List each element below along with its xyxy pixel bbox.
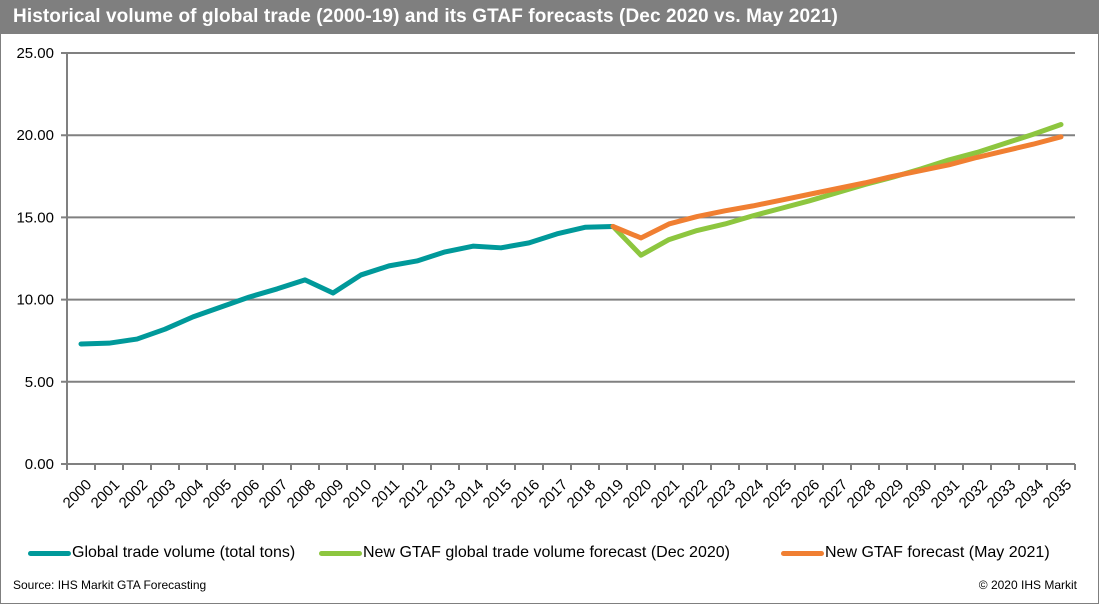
x-tick-label: 2014 bbox=[452, 476, 488, 512]
x-tick-label: 2034 bbox=[1012, 476, 1048, 512]
x-tick-label: 2004 bbox=[172, 476, 208, 512]
y-tick-label: 25.00 bbox=[16, 45, 54, 62]
series-lines bbox=[78, 122, 1064, 347]
x-tick-label: 2020 bbox=[620, 476, 656, 512]
legend-swatch-dec2020 bbox=[319, 550, 362, 556]
x-tick-label: 2022 bbox=[676, 476, 712, 512]
x-tick-label: 2030 bbox=[900, 476, 936, 512]
title-bar: Historical volume of global trade (2000-… bbox=[0, 0, 1099, 34]
legend-swatch-may2021 bbox=[781, 550, 824, 556]
x-tick-label: 2026 bbox=[788, 476, 824, 512]
y-tick-label: 10.00 bbox=[16, 292, 54, 309]
legend-item-may2021: New GTAF forecast (May 2021) bbox=[781, 544, 1050, 562]
series-line-2 bbox=[610, 134, 1064, 241]
x-tick-label: 2025 bbox=[760, 476, 796, 512]
legend-label-dec2020: New GTAF global trade volume forecast (D… bbox=[363, 544, 730, 561]
x-tick-label: 2028 bbox=[844, 476, 880, 512]
gridlines bbox=[61, 52, 1075, 465]
y-tick-label: 5.00 bbox=[25, 374, 54, 391]
x-tick-label: 2015 bbox=[480, 476, 516, 512]
line-chart: 0.00 5.00 10.00 15.00 20.00 25.00 200020012002… bbox=[16, 45, 1076, 512]
legend-label-historical: Global trade volume (total tons) bbox=[72, 544, 296, 561]
x-tick-label: 2008 bbox=[284, 476, 320, 512]
chart-title: Historical volume of global trade (2000-… bbox=[13, 6, 838, 27]
x-tick-label: 2031 bbox=[928, 476, 964, 512]
legend: Global trade volume (total tons) New GTA… bbox=[0, 544, 1099, 566]
x-tick-label: 2033 bbox=[984, 476, 1020, 512]
x-tick-label: 2005 bbox=[200, 476, 236, 512]
source-note: Source: IHS Markit GTA Forecasting bbox=[13, 578, 207, 592]
x-tick-label: 2032 bbox=[956, 476, 992, 512]
x-tick-label: 2016 bbox=[508, 476, 544, 512]
series-line-0 bbox=[78, 223, 616, 347]
legend-item-dec2020: New GTAF global trade volume forecast (D… bbox=[319, 544, 730, 562]
x-tick-label: 2006 bbox=[228, 476, 264, 512]
x-tick-label: 2007 bbox=[256, 476, 292, 512]
y-tick-label: 20.00 bbox=[16, 127, 54, 144]
x-tick-label: 2003 bbox=[144, 476, 180, 512]
x-tick-label: 2035 bbox=[1040, 476, 1076, 512]
x-tick-label: 2018 bbox=[564, 476, 600, 512]
axes: 0.00 5.00 10.00 15.00 20.00 25.00 200020012002… bbox=[16, 45, 1076, 512]
x-tick-label: 2021 bbox=[648, 476, 684, 512]
x-tick-label: 2023 bbox=[704, 476, 740, 512]
x-tick-label: 2002 bbox=[116, 476, 152, 512]
x-tick-label: 2017 bbox=[536, 476, 572, 512]
x-tick-label: 2009 bbox=[312, 476, 348, 512]
x-tick-label: 2000 bbox=[60, 476, 96, 512]
legend-swatch-historical bbox=[28, 550, 71, 556]
x-tick-label: 2012 bbox=[396, 476, 432, 512]
legend-item-historical: Global trade volume (total tons) bbox=[28, 544, 295, 562]
y-tick-label: 15.00 bbox=[16, 209, 54, 226]
x-tick-label: 2029 bbox=[872, 476, 908, 512]
legend-label-may2021: New GTAF forecast (May 2021) bbox=[825, 544, 1050, 561]
x-tick-label: 2019 bbox=[592, 476, 628, 512]
x-tick-label: 2027 bbox=[816, 476, 852, 512]
y-tick-label: 0.00 bbox=[25, 456, 54, 473]
copyright-note: © 2020 IHS Markit bbox=[978, 578, 1077, 592]
x-tick-label: 2011 bbox=[368, 476, 403, 511]
x-tick-label: 2013 bbox=[424, 476, 460, 512]
x-tick-label: 2001 bbox=[88, 476, 124, 512]
x-tick-label: 2024 bbox=[732, 476, 768, 512]
x-tick-label: 2010 bbox=[340, 476, 376, 512]
